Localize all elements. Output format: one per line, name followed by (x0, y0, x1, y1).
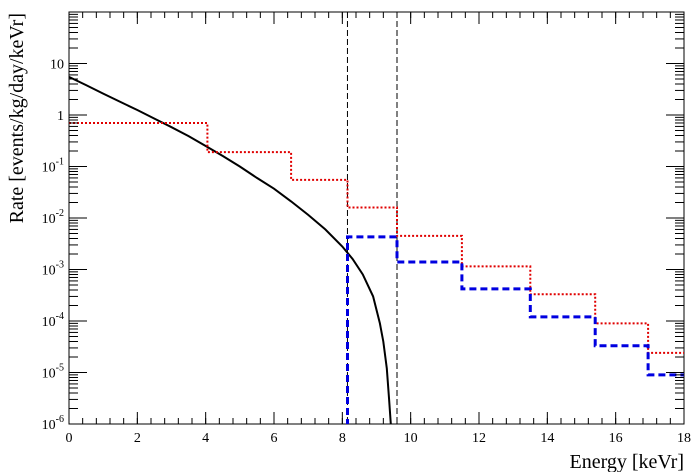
x-tick-label: 18 (677, 431, 691, 446)
x-tick-label: 8 (339, 431, 346, 446)
x-tick-label: 4 (202, 431, 209, 446)
y-tick-label: 10-4 (42, 311, 64, 330)
y-tick-label: 10-2 (42, 208, 64, 227)
y-axis-title: Rate [events/kg/day/keVr] (6, 13, 28, 223)
x-tick-label: 10 (404, 431, 418, 446)
y-tick-label: 10-3 (42, 260, 64, 279)
red-step-series (69, 122, 684, 354)
series-group (69, 75, 684, 424)
y-tick-label: 1 (57, 109, 64, 124)
x-axis-title: Energy [keVr] (570, 451, 685, 472)
x-tick-label: 14 (540, 431, 554, 446)
plot-frame (68, 11, 685, 425)
y-tick-label: 10-6 (42, 414, 64, 433)
x-tick-label: 16 (609, 431, 623, 446)
x-tick-label: 0 (66, 431, 73, 446)
y-tick-label: 10-1 (42, 157, 64, 176)
y-axis: 10-6 10-5 10-4 10-3 10-2 10-1 1 10 (42, 13, 684, 433)
x-axis: 0 2 4 6 8 10 12 14 16 18 (66, 12, 691, 446)
x-tick-label: 6 (271, 431, 278, 446)
x-tick-label: 12 (472, 431, 486, 446)
series-line (69, 75, 392, 424)
plot-area (68, 11, 685, 425)
y-tick-label: 10 (50, 58, 64, 73)
x-tick-label: 2 (134, 431, 141, 446)
y-tick-label: 10-5 (42, 363, 64, 382)
blue-step-series (346, 235, 684, 424)
